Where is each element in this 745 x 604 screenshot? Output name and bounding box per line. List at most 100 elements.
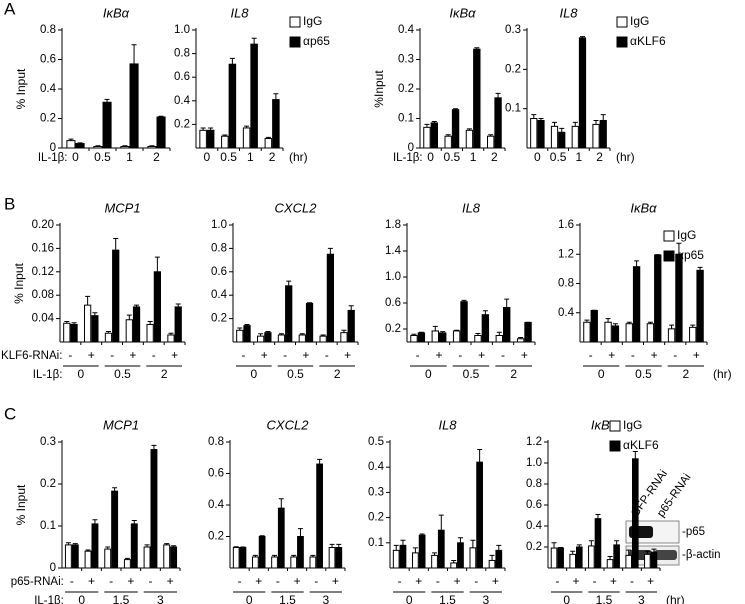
bar: [326, 253, 334, 343]
x-tick-label: -: [630, 574, 634, 588]
error-bar: [175, 303, 181, 307]
error-bar: [208, 127, 214, 131]
x-tick-label: -: [501, 348, 505, 362]
error-bar: [690, 324, 696, 328]
error-bar: [579, 36, 585, 38]
x-tick-label: +: [608, 348, 615, 362]
bar: [632, 266, 641, 343]
error-bar: [600, 114, 606, 121]
group-label: 0: [78, 593, 85, 604]
error-bar: [457, 537, 463, 543]
bar: [431, 330, 440, 343]
band-label: -p65: [682, 526, 705, 538]
x-tick-label: +: [572, 574, 579, 588]
error-bar: [72, 543, 78, 545]
bar: [236, 329, 244, 343]
x-tick-label: -: [474, 574, 478, 588]
error-bar: [454, 329, 460, 331]
bar: [347, 309, 355, 343]
bar: [495, 549, 503, 569]
x-tick-label: 1: [126, 150, 133, 164]
error-bar: [336, 543, 342, 548]
group-label: 0.5: [114, 367, 131, 381]
x-row-label: IL-1β:: [393, 152, 423, 164]
y-tick-label: 0.3: [398, 54, 414, 66]
group-label: 0: [563, 593, 570, 604]
error-bar: [697, 266, 703, 271]
x-tick-label: -: [436, 574, 440, 588]
x-tick-label: -: [152, 348, 156, 362]
error-bar: [559, 127, 565, 133]
error-bar: [92, 312, 98, 316]
error-bar: [647, 321, 653, 324]
y-tick-label: 0: [50, 562, 56, 574]
group-label: 1.5: [113, 593, 130, 604]
bar: [557, 547, 564, 569]
bar: [130, 523, 138, 569]
y-tick-label: 0.6: [211, 266, 227, 278]
bar: [252, 556, 259, 569]
error-bar: [400, 539, 406, 546]
y-axis-label: % Input: [12, 262, 26, 303]
bar: [604, 321, 612, 343]
bar: [70, 323, 78, 343]
bar: [328, 547, 336, 569]
x-unit: (hr): [616, 150, 635, 164]
error-bar: [531, 114, 537, 119]
y-tick-label: 0.1: [398, 113, 414, 125]
x-row-label: KLF6-RNAi:: [1, 350, 62, 362]
bar: [611, 325, 620, 343]
y-tick-label: 0.1: [368, 537, 384, 549]
x-tick-label: 1: [576, 150, 583, 164]
chart-title: IκBα: [103, 5, 130, 20]
group-label: 2: [161, 367, 168, 381]
x-tick-label: -: [283, 348, 287, 362]
bar: [206, 129, 215, 149]
x-tick-label: 2: [153, 150, 160, 164]
bar: [625, 323, 633, 343]
x-tick-label: +: [171, 348, 178, 362]
error-bar: [482, 310, 488, 315]
legend-swatch: [663, 250, 675, 262]
error-bar: [77, 142, 83, 144]
error-bar: [496, 544, 502, 551]
x-tick-label: +: [693, 348, 700, 362]
bar: [277, 507, 285, 569]
x-tick-label: -: [149, 574, 153, 588]
chart-title: MCP1: [103, 417, 139, 432]
error-bar: [158, 115, 164, 118]
error-bar: [251, 37, 257, 45]
y-tick-label: 0.5: [368, 436, 384, 448]
error-bar: [474, 47, 480, 50]
legend-label: αp65: [677, 248, 704, 262]
bar: [272, 99, 280, 149]
error-bar: [168, 332, 174, 335]
bar: [104, 332, 113, 343]
error-bar: [65, 542, 71, 545]
bar: [606, 559, 614, 569]
group-label: 3: [322, 593, 329, 604]
x-tick-label: +: [302, 348, 309, 362]
chart-title: IL8: [559, 5, 578, 20]
legend-label: αKLF6: [630, 34, 666, 48]
legend-swatch: [289, 36, 301, 48]
bar: [613, 544, 620, 569]
bar: [524, 322, 532, 343]
bar: [153, 271, 161, 343]
panel-label: A: [4, 0, 16, 18]
y-axis-label: % Input: [14, 484, 28, 525]
error-bar: [644, 550, 650, 555]
x-tick-label: +: [294, 574, 301, 588]
bar: [271, 556, 278, 569]
error-bar: [451, 559, 457, 563]
x-tick-label: -: [398, 574, 402, 588]
bar: [654, 254, 662, 343]
y-tick-label: 0.2: [208, 531, 224, 543]
y-tick-label: 0.6: [385, 297, 401, 309]
y-tick-label: 1.0: [526, 457, 542, 469]
x-tick-label: -: [109, 574, 113, 588]
error-bar: [440, 331, 446, 333]
error-bar: [669, 324, 675, 329]
bar: [143, 546, 151, 569]
x-unit: (hr): [289, 150, 308, 164]
